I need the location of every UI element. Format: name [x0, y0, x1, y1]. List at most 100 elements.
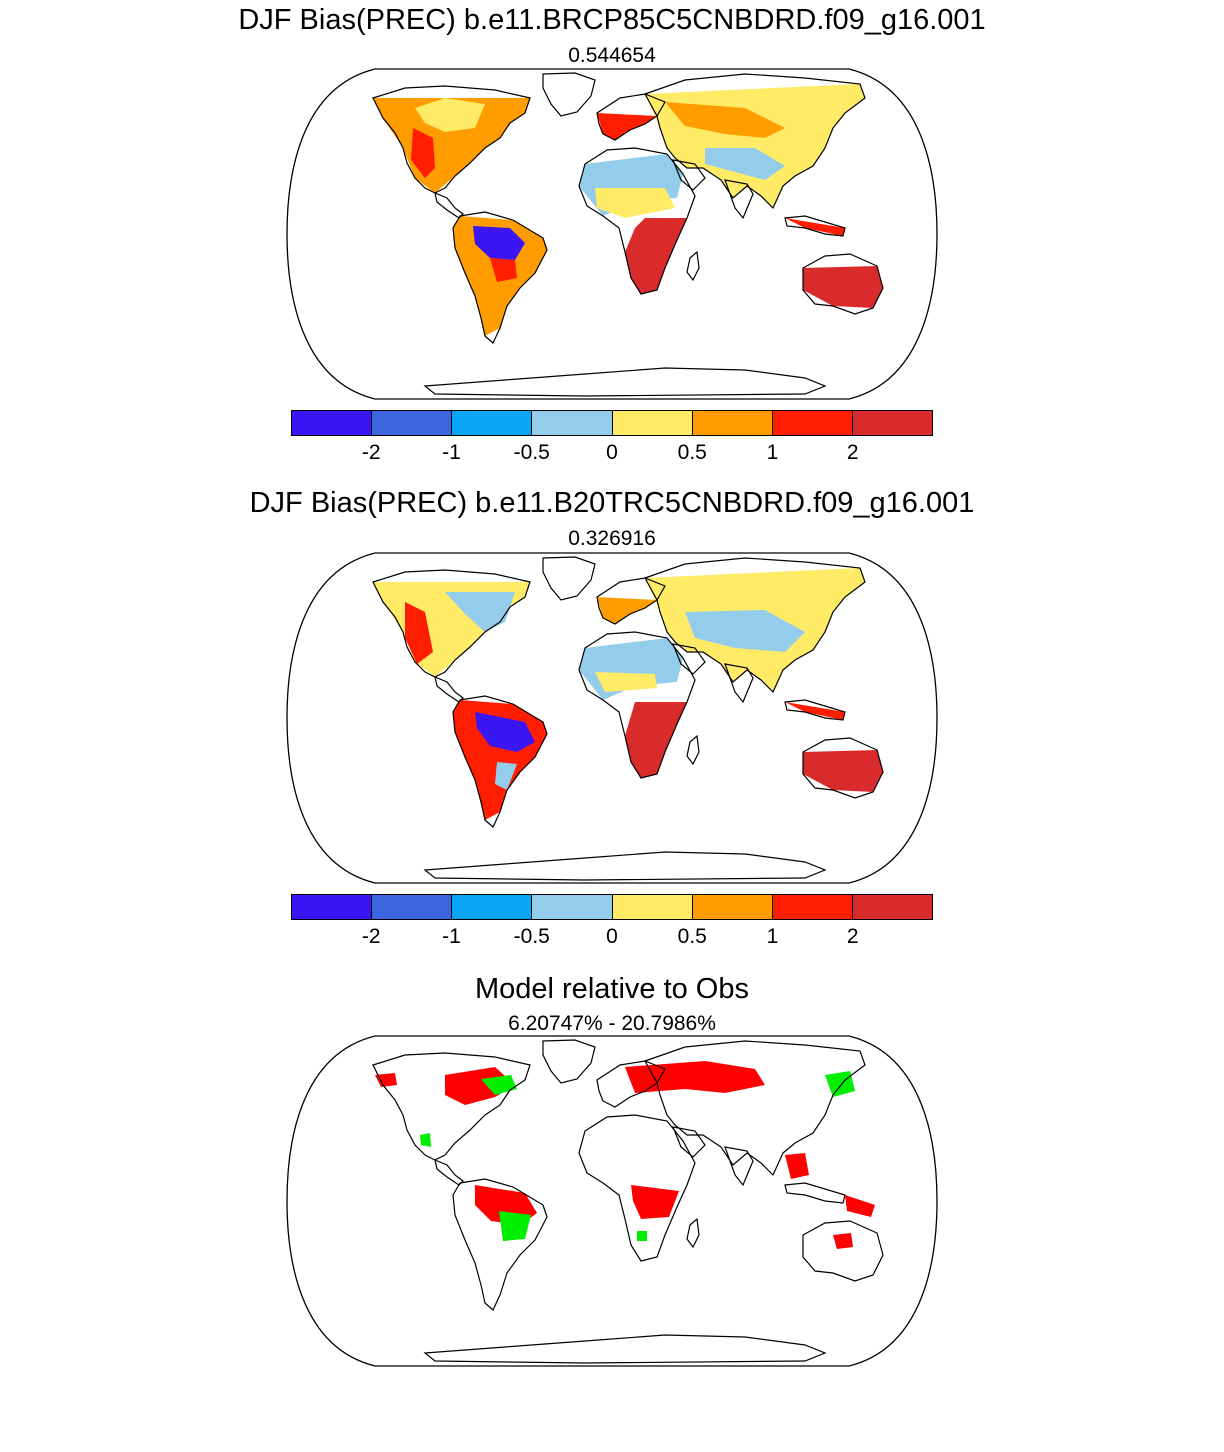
bias-region [597, 597, 657, 624]
bias-region [579, 638, 683, 700]
bias-region [803, 750, 883, 792]
significance-region [785, 1153, 809, 1179]
coastline [644, 73, 866, 210]
significance-region [375, 1073, 397, 1087]
colorbar-tick-label: 0.5 [677, 441, 707, 464]
bias-region [373, 98, 530, 193]
continent-fills [373, 568, 883, 820]
colorbar-swatch [852, 895, 932, 919]
significance-region [445, 1067, 515, 1105]
colorbar-swatch [692, 411, 773, 435]
colorbar-tick-label: 0.5 [677, 925, 707, 948]
colorbar-tick-label: 2 [846, 441, 859, 464]
coastline [686, 734, 700, 766]
colorbar-tick-label: 0 [606, 925, 618, 948]
colorbar-swatch [692, 895, 773, 919]
coastline [686, 1217, 700, 1249]
coastline [423, 367, 827, 397]
panel-title: Model relative to Obs [474, 973, 749, 1005]
colorbar-tick-labels: -2 -1 -0.5 0 0.5 1 2 [291, 925, 933, 951]
coastline [372, 1052, 531, 1161]
coastline [644, 1040, 866, 1177]
colorbar-tick-label: 0 [606, 441, 618, 464]
bias-region [595, 188, 675, 218]
bias-region [490, 258, 517, 282]
colorbar-swatch [292, 895, 373, 919]
coastline [596, 577, 666, 625]
bias-region [705, 148, 785, 180]
colorbar-swatch [292, 411, 373, 435]
colorbar-swatch [452, 411, 533, 435]
colorbar [291, 410, 933, 436]
colorbar-tick-label: -0.5 [513, 925, 550, 948]
coastlines [372, 72, 884, 397]
colorbar-tick-label: -2 [361, 441, 381, 464]
bias-region [665, 102, 785, 138]
coastline [423, 851, 827, 881]
coastline [802, 1220, 884, 1282]
world-map-precip-bias [286, 68, 938, 400]
significance-region [420, 1133, 431, 1147]
bias-region [445, 592, 515, 632]
coastline [542, 72, 596, 117]
significance-region [845, 1195, 875, 1217]
coastline [578, 1114, 696, 1262]
coastline [596, 1060, 666, 1108]
colorbar-tick-label: 2 [846, 925, 859, 948]
coastline [686, 250, 700, 282]
colorbar-swatch [372, 895, 453, 919]
coastline [542, 1039, 596, 1084]
significance-region [631, 1185, 679, 1219]
coastline [672, 1126, 706, 1158]
colorbar-swatch [772, 411, 853, 435]
colorbar-swatch [612, 895, 693, 919]
coastline [578, 631, 696, 779]
bias-region [625, 702, 687, 778]
coastline [802, 737, 884, 799]
colorbar [291, 894, 933, 920]
bias-region [625, 218, 687, 294]
coastline [672, 643, 706, 675]
coastline [542, 556, 596, 601]
colorbar-swatch [452, 895, 533, 919]
bias-region [785, 218, 845, 236]
panel-subtitle: 0.326916 [568, 527, 656, 550]
coastline [423, 1334, 827, 1364]
colorbar-swatch [532, 895, 613, 919]
colorbar-tick-label: -1 [442, 441, 461, 464]
bias-region [595, 672, 657, 692]
colorbar-tick-label: 1 [766, 925, 779, 948]
colorbar-swatch [772, 895, 853, 919]
bias-region [685, 610, 805, 652]
bias-region [803, 266, 883, 308]
coastline [724, 1146, 754, 1187]
coastlines [372, 556, 884, 881]
coastline [452, 211, 548, 344]
coastline [784, 699, 846, 721]
coastlines [372, 1039, 884, 1364]
coastline [452, 1178, 548, 1311]
bias-region [597, 113, 657, 140]
coastline [578, 147, 696, 295]
map-boundary [286, 1035, 938, 1367]
significance-region [481, 1075, 517, 1095]
significance-region [833, 1233, 853, 1249]
coastline [644, 557, 866, 694]
panel-subtitle: 6.20747% - 20.7986% [508, 1012, 716, 1035]
coastline [596, 93, 666, 141]
bias-region [495, 762, 517, 790]
coastline [784, 215, 846, 237]
panel-title: DJF Bias(PREC) b.e11.BRCP85C5CNBDRD.f09_… [238, 4, 986, 36]
colorbar-swatch [852, 411, 932, 435]
coastline [372, 569, 531, 678]
colorbar-tick-label: -1 [442, 925, 461, 948]
bias-region [473, 226, 525, 260]
coastline [802, 253, 884, 315]
significance-region [825, 1071, 855, 1097]
colorbar-tick-label: -0.5 [513, 441, 550, 464]
bias-region [415, 98, 485, 132]
bias-region [411, 128, 435, 178]
coastline [372, 85, 531, 194]
coastline [724, 179, 754, 220]
map-boundary [286, 552, 938, 884]
